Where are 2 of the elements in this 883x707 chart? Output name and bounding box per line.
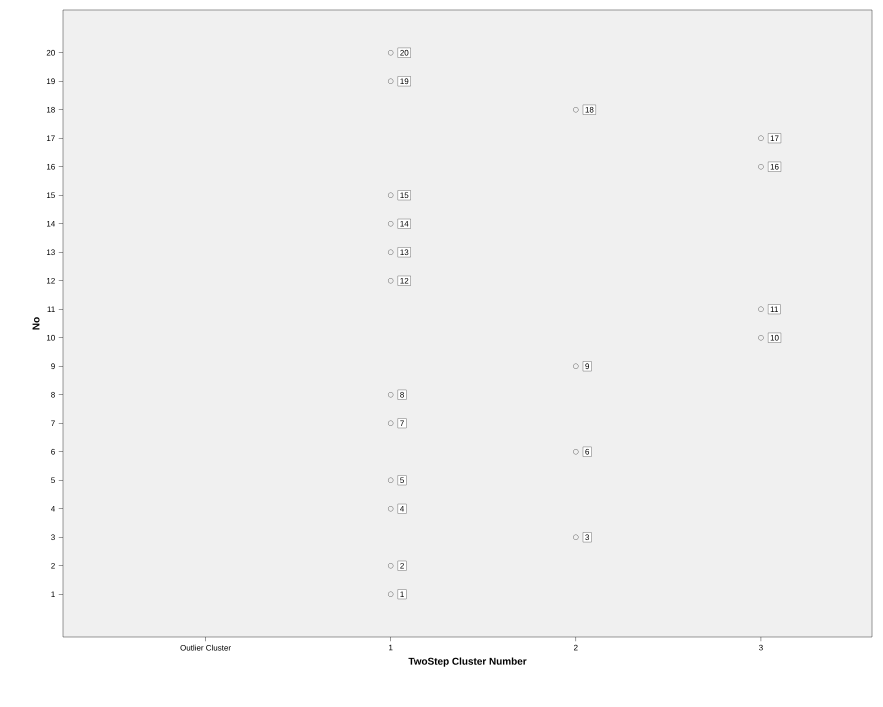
x-axis-title: TwoStep Cluster Number <box>408 657 526 667</box>
y-axis-title: No <box>32 317 40 330</box>
